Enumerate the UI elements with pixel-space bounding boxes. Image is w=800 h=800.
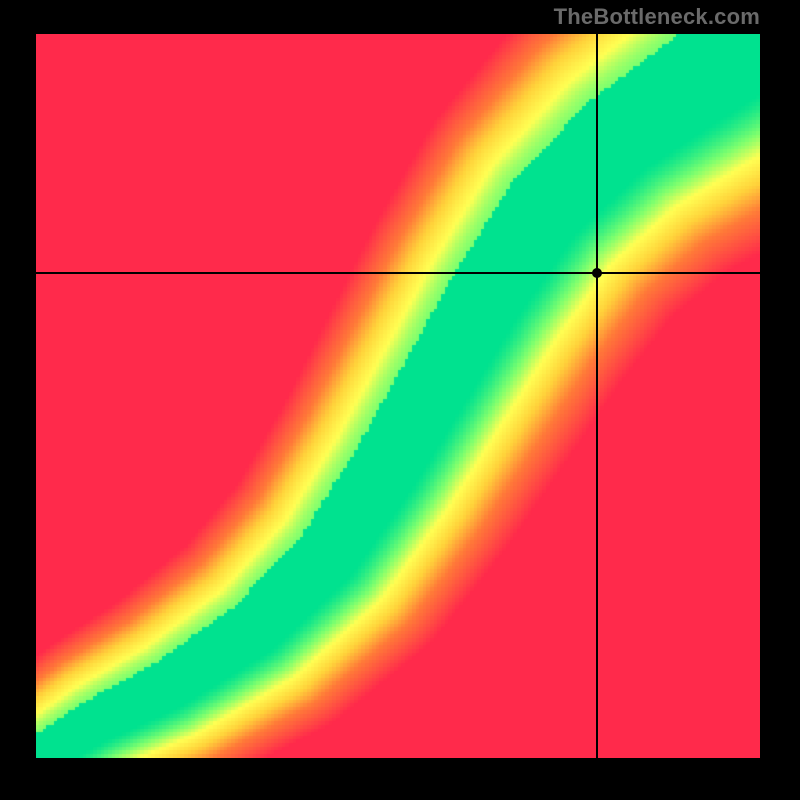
- crosshair-marker: [592, 268, 602, 278]
- crosshair-horizontal: [36, 272, 760, 274]
- watermark-text: TheBottleneck.com: [554, 4, 760, 30]
- bottleneck-heatmap: [36, 34, 760, 758]
- root-container: TheBottleneck.com: [0, 0, 800, 800]
- crosshair-vertical: [596, 34, 598, 758]
